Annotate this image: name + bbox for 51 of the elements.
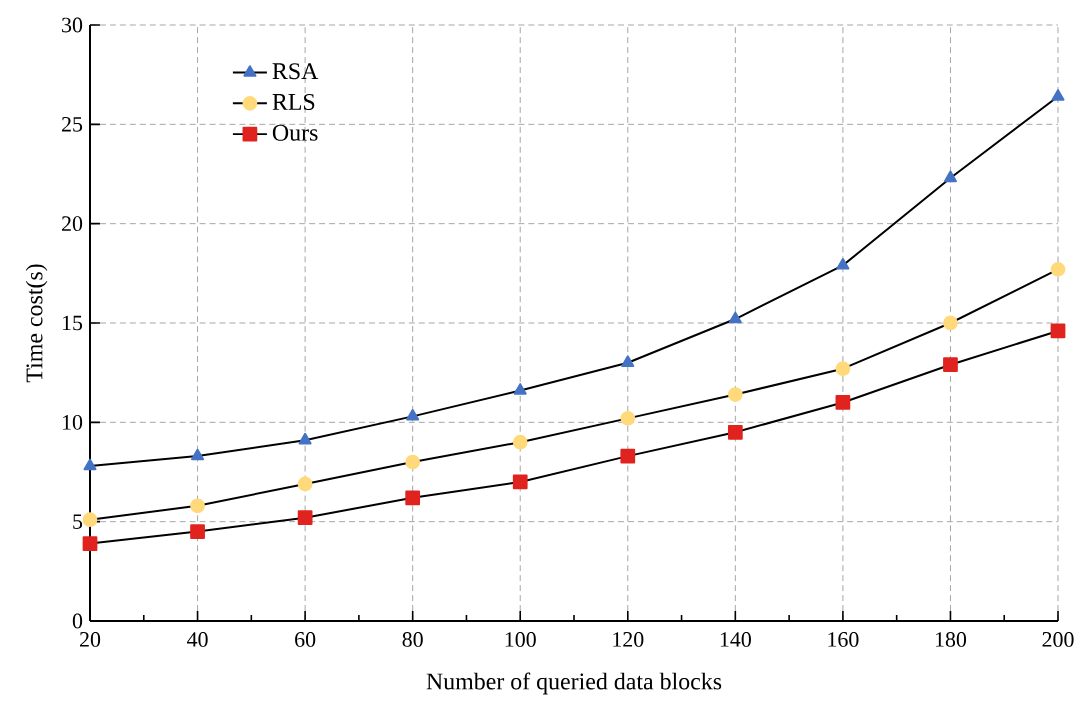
point	[82, 512, 98, 528]
point	[835, 395, 851, 410]
x-tick-label: 100	[505, 632, 536, 647]
point	[513, 383, 527, 395]
point	[1050, 323, 1066, 339]
point	[297, 510, 313, 526]
x-tick-label: 180	[935, 632, 967, 647]
point	[943, 357, 958, 373]
y-tick-label: 25	[62, 116, 83, 132]
x-tick-label: 40	[187, 632, 208, 647]
x-tick-label: 160	[828, 632, 859, 647]
point	[836, 258, 850, 270]
x-tick-label: 60	[295, 632, 316, 647]
point	[512, 434, 528, 450]
point	[727, 387, 743, 402]
legend-label: RLS	[272, 93, 315, 110]
y-tick-label: 10	[62, 414, 83, 430]
legend-label: Ours	[272, 124, 318, 141]
point	[620, 410, 636, 426]
point	[406, 408, 420, 421]
point	[298, 432, 312, 445]
x-tick-label: 120	[613, 632, 644, 647]
y-tick-label: 0	[72, 613, 83, 629]
point	[405, 454, 421, 470]
point	[620, 448, 636, 464]
legend-label: RSA	[272, 63, 319, 80]
x-tick-label: 80	[402, 632, 423, 647]
x-axis-title: Number of queried data blocks	[426, 672, 722, 695]
y-tick-label: 5	[73, 514, 83, 529]
y-tick-label: 30	[62, 17, 83, 33]
point	[621, 355, 635, 367]
point	[728, 311, 742, 324]
point	[727, 424, 743, 440]
point	[1051, 89, 1065, 101]
point	[405, 490, 421, 506]
point	[297, 476, 313, 492]
point	[1050, 261, 1066, 277]
point	[943, 315, 958, 331]
point	[943, 170, 957, 183]
y-axis-title: Time cost(s)	[25, 264, 48, 383]
point	[191, 448, 205, 461]
x-tick-label: 140	[720, 632, 751, 647]
point	[835, 361, 851, 377]
y-tick-label: 15	[62, 315, 83, 331]
point	[190, 524, 205, 539]
point	[512, 474, 528, 490]
x-tick-label: 200	[1042, 632, 1074, 647]
point	[83, 458, 97, 471]
point	[190, 498, 205, 514]
point	[82, 536, 98, 551]
y-tick-label: 20	[62, 216, 83, 232]
